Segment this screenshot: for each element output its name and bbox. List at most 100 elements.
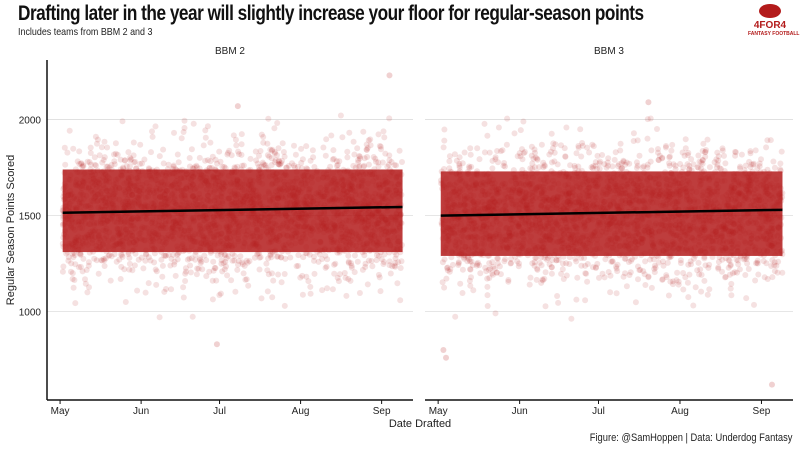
y-tick-label: 1500 [19, 212, 42, 223]
data-point [72, 300, 79, 307]
data-point [106, 164, 113, 171]
data-point [76, 148, 83, 155]
data-point [138, 254, 145, 261]
data-point [679, 149, 686, 156]
data-point [167, 262, 174, 269]
data-point [467, 151, 474, 158]
data-point [532, 164, 538, 171]
data-point [647, 115, 654, 122]
data-point [494, 148, 501, 154]
data-point [750, 161, 757, 168]
data-point [392, 263, 399, 270]
data-point [341, 270, 348, 276]
data-point [178, 135, 185, 142]
data-point [456, 164, 463, 171]
data-point [225, 253, 232, 260]
data-point [160, 146, 167, 153]
data-point [719, 145, 726, 152]
data-point [375, 252, 382, 259]
data-point [351, 252, 358, 259]
data-point [268, 155, 275, 162]
data-point [80, 162, 86, 169]
data-point [687, 258, 694, 265]
data-point [351, 269, 358, 276]
data-point [269, 294, 276, 301]
data-point [617, 147, 624, 154]
data-point [142, 289, 149, 296]
data-point [491, 265, 498, 272]
data-point [378, 146, 384, 153]
data-point [592, 265, 599, 271]
data-point [466, 165, 473, 171]
data-point [656, 152, 663, 159]
data-point [773, 262, 780, 269]
data-point [74, 158, 81, 165]
data-point [364, 154, 371, 160]
data-point [531, 146, 538, 153]
data-point [614, 163, 621, 169]
data-point [307, 157, 314, 164]
data-point [80, 163, 87, 170]
data-point [726, 271, 733, 278]
data-point [170, 162, 177, 169]
data-point [369, 263, 376, 270]
data-point [651, 265, 658, 272]
data-point [126, 266, 133, 273]
data-point [218, 260, 225, 267]
data-point [368, 258, 375, 264]
data-point [719, 147, 726, 154]
data-point [747, 150, 754, 157]
data-point [247, 155, 254, 162]
data-point [87, 150, 94, 156]
data-point [754, 260, 761, 267]
data-point [322, 152, 329, 159]
data-point [116, 256, 123, 263]
data-point [131, 262, 138, 269]
data-point [271, 150, 278, 157]
data-point [294, 163, 301, 170]
data-point [651, 269, 658, 276]
data-point [666, 160, 673, 167]
data-point [685, 149, 692, 156]
data-point [264, 152, 271, 159]
data-point [620, 158, 627, 165]
data-point [231, 257, 238, 264]
data-point [192, 251, 199, 258]
data-point [182, 265, 189, 272]
data-point [386, 258, 393, 265]
data-point [200, 142, 207, 149]
data-point [770, 158, 777, 165]
data-point [686, 162, 693, 169]
data-point [561, 145, 568, 152]
data-point [722, 274, 729, 281]
data-point [727, 262, 734, 269]
data-point [461, 149, 468, 156]
data-point [139, 160, 145, 167]
data-point [232, 288, 239, 295]
data-point [590, 163, 597, 170]
data-point [527, 274, 534, 281]
data-point [386, 152, 393, 159]
data-point [767, 137, 774, 144]
data-point [171, 261, 178, 268]
data-point [356, 290, 363, 296]
data-point [446, 165, 453, 172]
data-point [130, 152, 137, 159]
data-point [466, 163, 473, 170]
data-point [365, 161, 372, 168]
data-point [303, 273, 310, 280]
data-point [394, 280, 401, 287]
data-point [697, 266, 704, 273]
data-point [261, 162, 268, 169]
data-point [391, 162, 398, 169]
data-point [559, 260, 566, 267]
data-point [373, 257, 380, 264]
data-point [245, 282, 252, 289]
data-point [663, 274, 670, 281]
data-point [474, 145, 481, 152]
data-point [468, 163, 475, 170]
data-point [754, 259, 761, 266]
data-point [347, 277, 354, 284]
data-point [224, 151, 231, 158]
data-point [381, 259, 388, 265]
